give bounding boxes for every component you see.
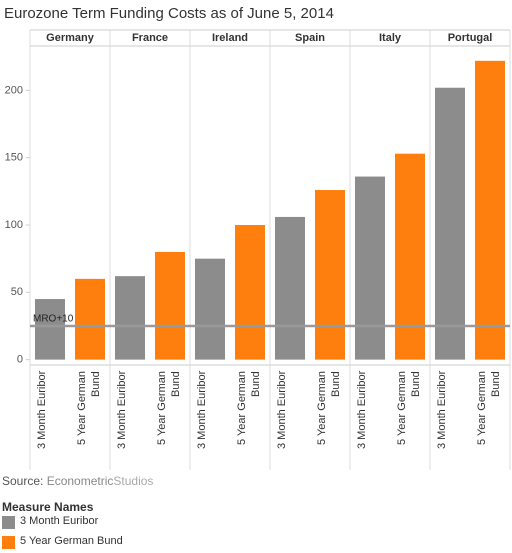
chart-title: Eurozone Term Funding Costs as of June 5… — [4, 5, 334, 22]
facet-label: Portugal — [448, 32, 493, 44]
y-tick-label: 150 — [5, 152, 23, 164]
category-label: 3 Month Euribor — [276, 371, 288, 450]
bar — [435, 87, 465, 360]
source: Source: EconometricStudios — [2, 474, 153, 488]
bar — [115, 276, 145, 360]
facet-label: Germany — [46, 32, 95, 44]
facet-label: Ireland — [212, 32, 248, 44]
bar — [475, 60, 505, 360]
bar — [235, 225, 265, 360]
legend-label: 3 Month Euribor — [20, 515, 99, 527]
facet-label: France — [132, 32, 168, 44]
bar — [315, 190, 345, 360]
legend-swatch — [2, 536, 15, 549]
facet-label: Italy — [379, 32, 402, 44]
bar — [395, 153, 425, 360]
category-label: 5 Year German Bund — [76, 371, 102, 445]
bar — [275, 216, 305, 360]
source-name: Econometric — [46, 474, 114, 488]
reference-label: MRO+10 — [33, 314, 74, 325]
facet-label: Spain — [295, 32, 325, 44]
bar — [35, 299, 65, 360]
category-label: 3 Month Euribor — [36, 371, 48, 450]
bar — [75, 278, 105, 360]
legend-swatch — [2, 516, 15, 529]
source-label: Source: — [2, 474, 44, 488]
category-label: 5 Year German Bund — [236, 371, 262, 445]
category-label: 5 Year German Bund — [316, 371, 342, 445]
chart: Eurozone Term Funding Costs as of June 5… — [4, 5, 511, 470]
y-tick-label: 50 — [11, 286, 23, 298]
y-tick-label: 100 — [5, 219, 23, 231]
legend-label: 5 Year German Bund — [20, 535, 123, 547]
category-label: 3 Month Euribor — [196, 371, 208, 450]
legend-title: Measure Names — [2, 500, 94, 514]
bar — [195, 258, 225, 360]
category-label: 3 Month Euribor — [356, 371, 368, 450]
category-label: 5 Year German Bund — [476, 371, 502, 445]
category-label: 5 Year German Bund — [156, 371, 182, 445]
category-label: 3 Month Euribor — [436, 371, 448, 450]
y-tick-label: 0 — [17, 354, 23, 366]
bar — [155, 251, 185, 360]
category-label: 5 Year German Bund — [396, 371, 422, 445]
bar — [355, 176, 385, 360]
category-label: 3 Month Euribor — [116, 371, 128, 450]
source-name-suffix: Studios — [113, 474, 154, 488]
y-tick-label: 200 — [5, 84, 23, 96]
